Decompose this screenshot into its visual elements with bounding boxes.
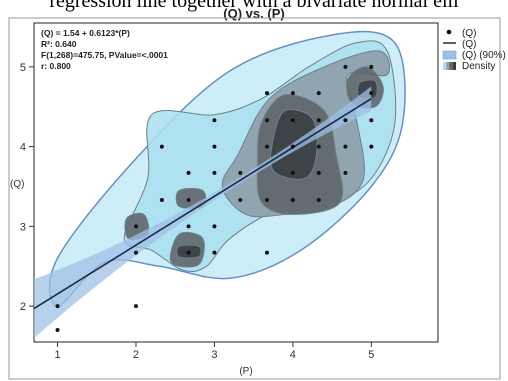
data-point-16 (212, 118, 217, 123)
y-tick-label-3: 3 (20, 221, 26, 233)
data-point-20 (264, 198, 269, 203)
data-point-5 (159, 198, 164, 203)
data-point-39 (369, 118, 374, 123)
caption-fragment: regression line together with a bivariat… (49, 0, 459, 12)
axis-ticks: 1 2 3 4 5 2 3 4 5 (20, 62, 375, 361)
legend-label-band: (Q) (90%) (462, 50, 506, 61)
data-point-7 (186, 250, 191, 255)
data-point-4 (133, 224, 138, 229)
data-point-27 (290, 118, 295, 123)
legend-label-fit: (Q) (462, 39, 476, 50)
data-point-30 (316, 170, 321, 175)
data-point-3 (133, 304, 138, 309)
legend-label-density: Density (462, 61, 495, 72)
legend-dot-icon (446, 29, 452, 35)
legend-label-points: (Q) (462, 28, 476, 39)
x-tick-label-1: 1 (54, 349, 60, 361)
data-point-10 (186, 170, 191, 175)
x-tick-label-2: 2 (133, 349, 139, 361)
data-point-1 (55, 304, 60, 309)
data-point-29 (316, 198, 321, 203)
r-squared: R²: 0.640 (41, 39, 77, 49)
y-axis-label: (Q) (10, 179, 24, 190)
data-point-18 (238, 170, 243, 175)
x-tick-label-4: 4 (290, 349, 296, 361)
legend-band-icon (442, 50, 457, 60)
data-point-40 (369, 91, 374, 96)
data-point-15 (212, 144, 217, 149)
data-point-2 (55, 328, 60, 333)
correlation-r: r: 0.800 (41, 61, 71, 71)
data-point-36 (343, 118, 348, 123)
data-point-6 (159, 144, 164, 149)
data-point-38 (369, 144, 374, 149)
data-point-9 (186, 198, 191, 203)
data-point-17 (238, 198, 243, 203)
plot-area (33, 22, 439, 343)
y-tick-label-4: 4 (20, 142, 26, 154)
data-point-41 (369, 64, 374, 69)
legend: (Q) (Q) (Q) (90%) Density (442, 28, 506, 72)
y-tick-label-5: 5 (20, 62, 26, 74)
data-point-19 (264, 250, 269, 255)
legend-density-icon (443, 62, 456, 70)
x-axis-label: (P) (239, 366, 252, 377)
f-statistic: F(1,268)=475.75, PValue=<.0001 (41, 50, 168, 60)
data-point-25 (290, 170, 295, 175)
y-tick-label-2: 2 (20, 301, 26, 313)
data-point-28 (290, 91, 295, 96)
fit-line (33, 97, 372, 310)
chart-title: (Q) vs. (P) (223, 6, 285, 21)
data-point-12 (212, 250, 217, 255)
outer-frame (8, 17, 501, 380)
data-point-24 (290, 198, 295, 203)
data-point-33 (316, 91, 321, 96)
data-point-34 (343, 170, 348, 175)
data-point-21 (264, 144, 269, 149)
data-point-13 (212, 224, 217, 229)
x-tick-label-5: 5 (368, 349, 374, 361)
data-point-8 (186, 224, 191, 229)
fit-equation: (Q) = 1.54 + 0.6123*(P) (41, 28, 130, 38)
data-point-35 (343, 144, 348, 149)
data-point-14 (212, 170, 217, 175)
data-point-23 (264, 91, 269, 96)
x-tick-label-3: 3 (211, 349, 217, 361)
data-point-32 (316, 118, 321, 123)
data-point-22 (264, 118, 269, 123)
data-point-11 (133, 250, 138, 255)
fit-confidence-band (34, 86, 372, 338)
data-point-37 (343, 64, 348, 69)
data-point-26 (290, 144, 295, 149)
data-point-31 (316, 144, 321, 149)
